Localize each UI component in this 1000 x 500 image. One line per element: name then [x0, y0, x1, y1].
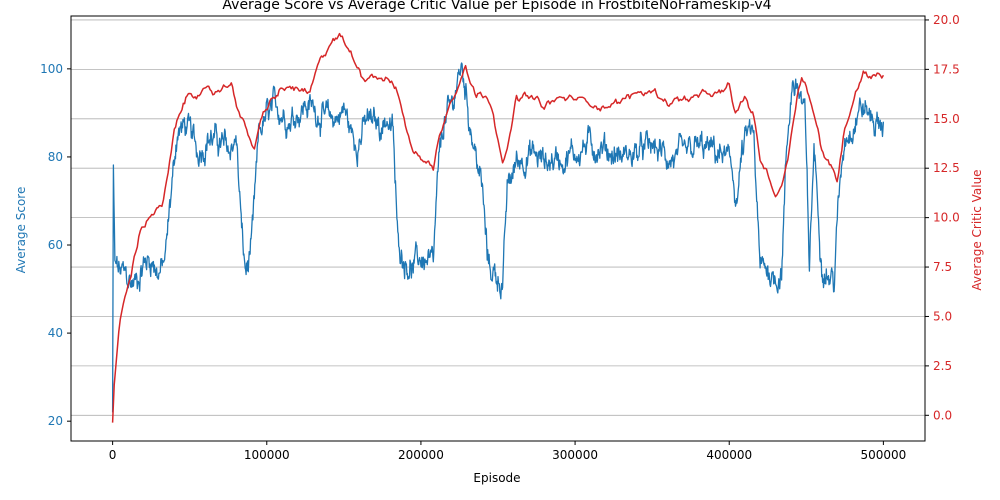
x-tick-label: 0 — [109, 448, 117, 462]
x-tick-label: 300000 — [552, 448, 598, 462]
y-right-tick-label: 12.5 — [933, 161, 960, 175]
y-right-tick-label: 10.0 — [933, 211, 960, 225]
y-right-tick-label: 17.5 — [933, 62, 960, 76]
y-left-tick-label: 100 — [40, 62, 63, 76]
y-right-tick-label: 7.5 — [933, 260, 952, 274]
y-right-tick-label: 2.5 — [933, 359, 952, 373]
y-left-tick-label: 20 — [48, 414, 63, 428]
x-tick-label: 100000 — [244, 448, 290, 462]
chart-title: Average Score vs Average Critic Value pe… — [222, 0, 771, 13]
y-right-tick-label: 20.0 — [933, 13, 960, 27]
x-axis: 0 100000 200000 300000 400000 500000 — [109, 441, 906, 462]
x-axis-label: Episode — [473, 471, 520, 485]
x-tick-label: 400000 — [706, 448, 752, 462]
y-right-tick-label: 0.0 — [933, 408, 952, 422]
y-left-tick-label: 40 — [48, 326, 63, 340]
series-line-average-critic-value — [111, 32, 885, 423]
y-left-tick-label: 80 — [48, 150, 63, 164]
y-right-tick-label: 15.0 — [933, 112, 960, 126]
y-axis-right: 0.0 2.5 5.0 7.5 10.0 12.5 15.0 17.5 20.0 — [925, 13, 960, 422]
x-tick-label: 500000 — [860, 448, 906, 462]
series-lines — [111, 32, 885, 423]
y-left-tick-label: 60 — [48, 238, 63, 252]
x-tick-label: 200000 — [398, 448, 444, 462]
y-axis-left-label: Average Score — [14, 187, 28, 274]
y-right-tick-label: 5.0 — [933, 309, 952, 323]
y-axis-right-label: Average Critic Value — [970, 169, 984, 290]
plot-frame — [70, 15, 926, 442]
series-line-average-score — [111, 62, 885, 413]
y-axis-left: 20 40 60 80 100 — [40, 62, 71, 428]
grid-lines — [71, 19, 925, 416]
